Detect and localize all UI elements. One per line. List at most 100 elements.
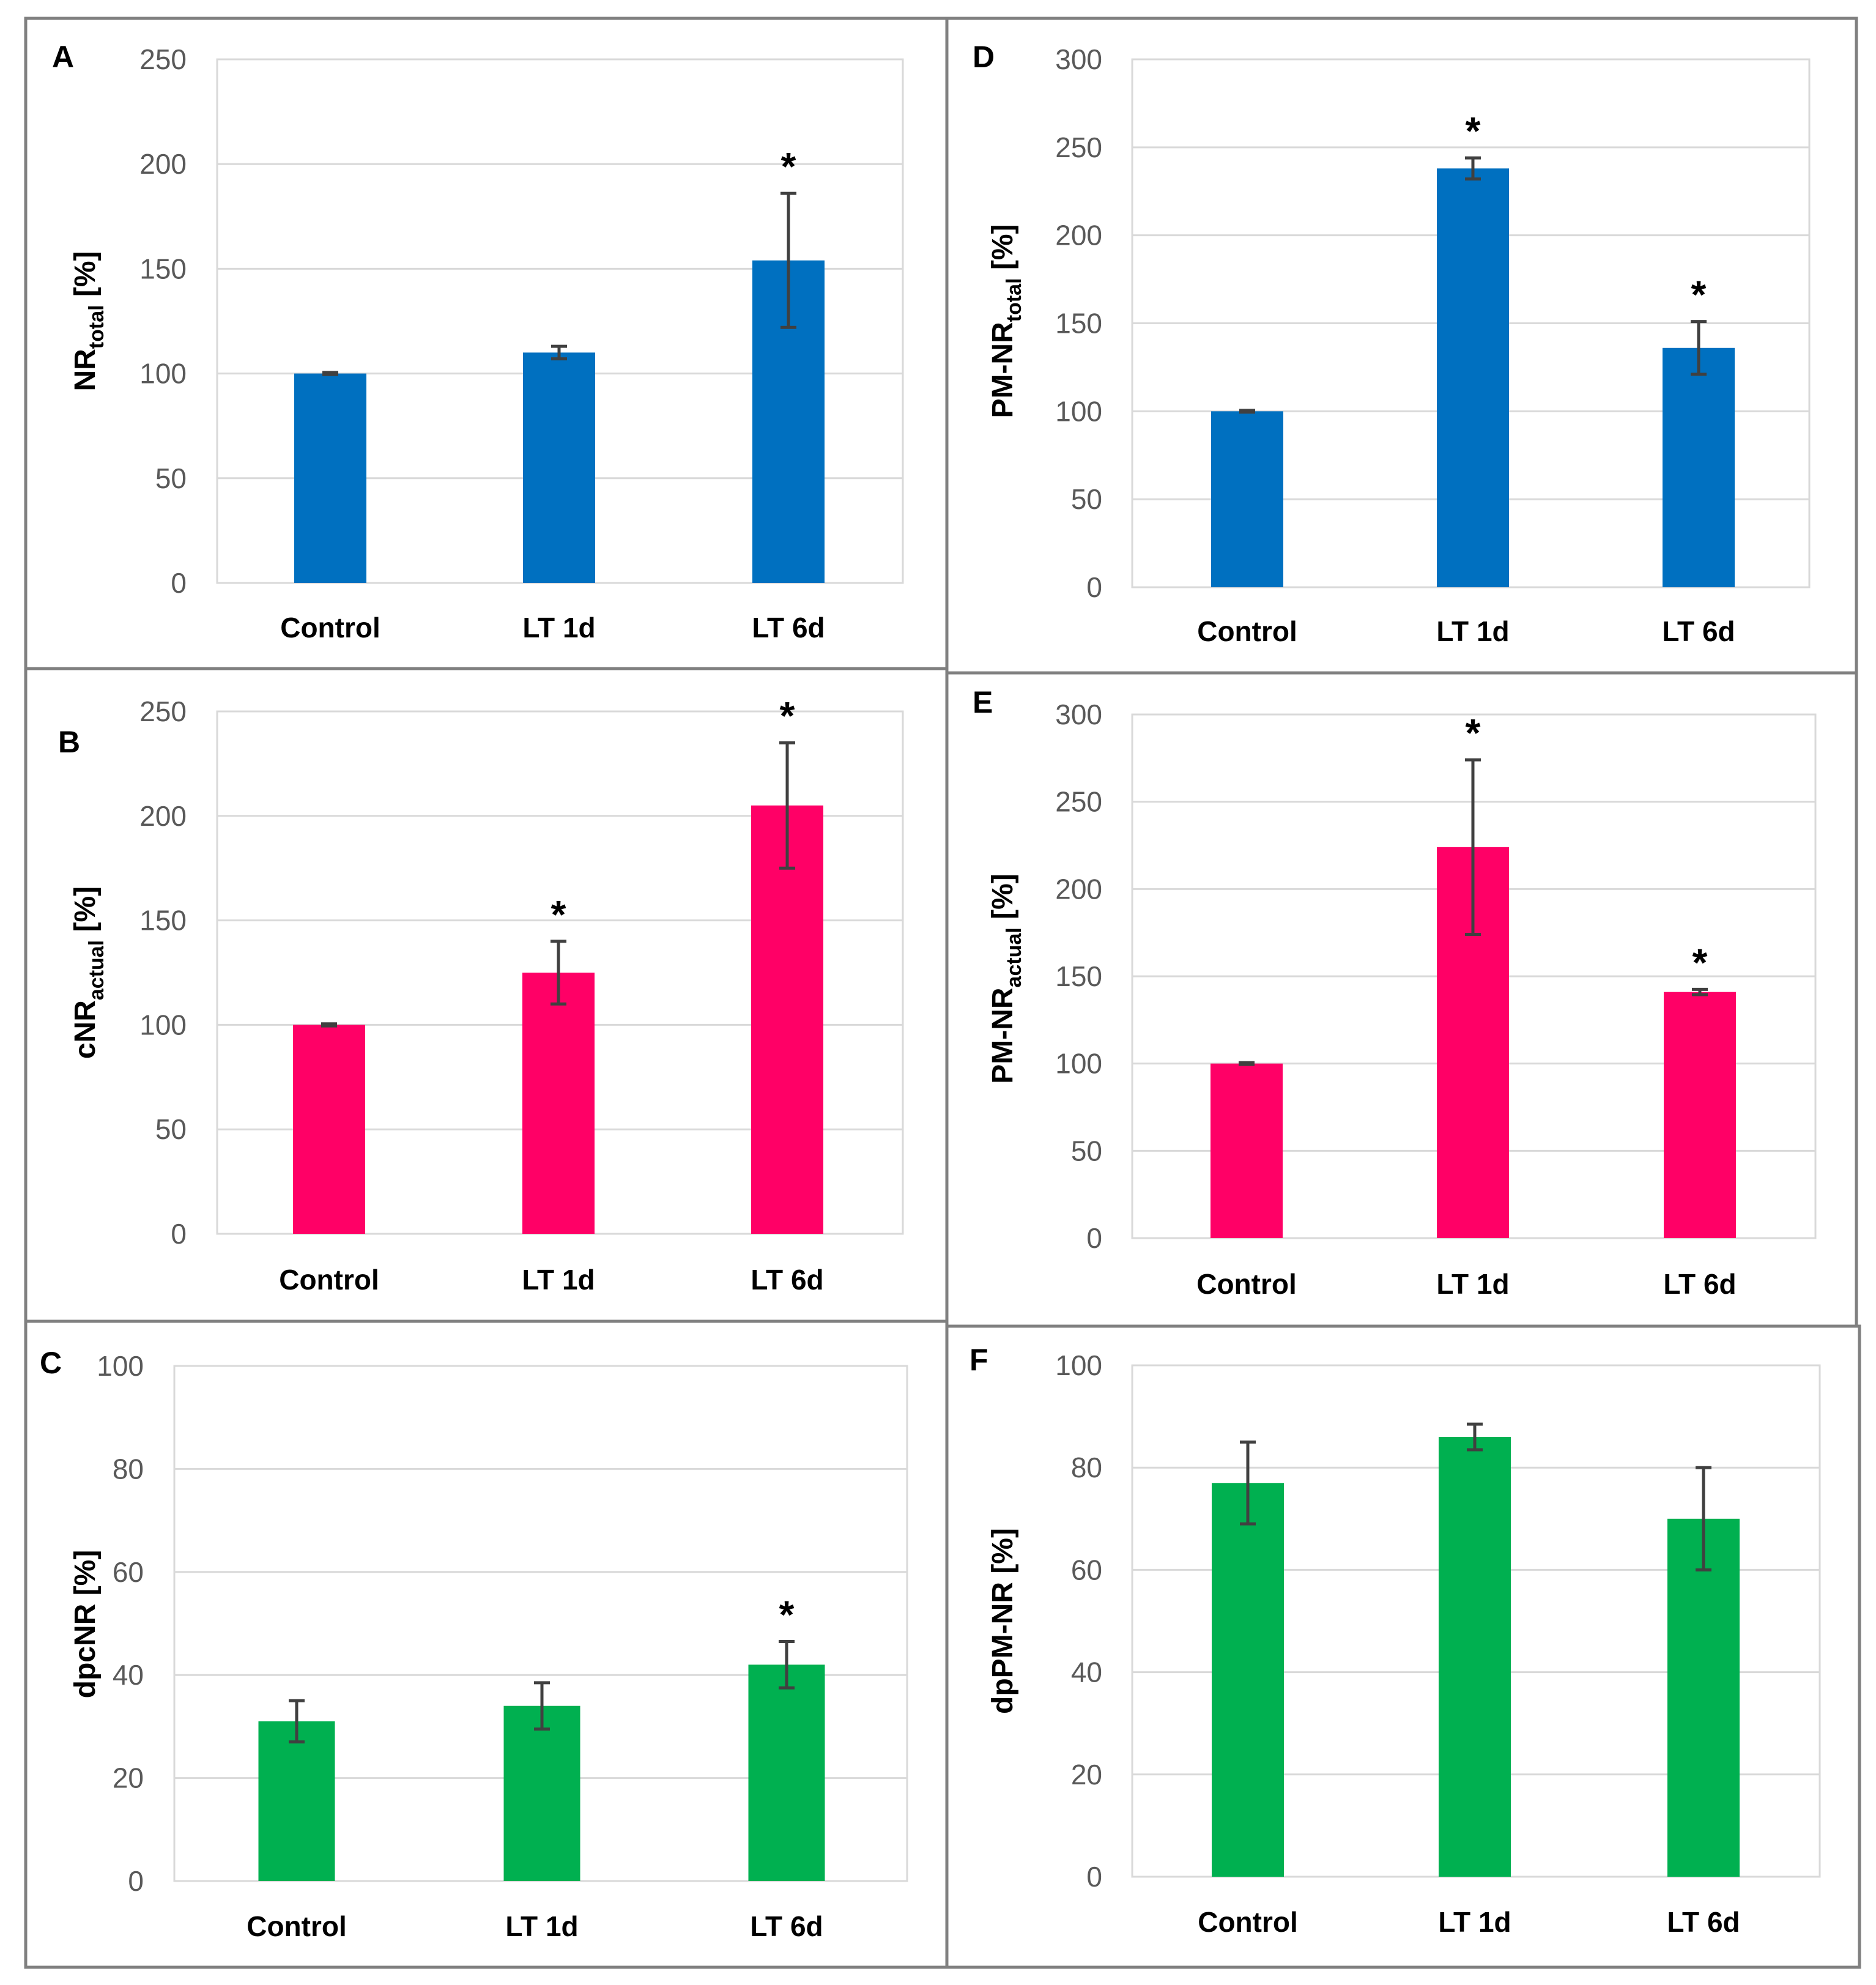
error-bar	[1240, 1440, 1256, 1526]
x-category-label: LT 1d	[1438, 1906, 1511, 1938]
x-category-label: LT 6d	[752, 612, 825, 644]
y-axis-label: cNRactual [%]	[69, 886, 108, 1059]
y-tick-label: 0	[171, 567, 187, 599]
y-tick-label: 50	[1071, 1135, 1102, 1167]
significance-marker: *	[1466, 711, 1481, 755]
y-axis-label-main: dpPM-NR	[987, 1582, 1019, 1714]
y-tick-label: 150	[1055, 308, 1102, 339]
panel-label: D	[973, 40, 995, 74]
x-category-label: LT 1d	[522, 1264, 595, 1296]
bar	[748, 1664, 825, 1881]
y-tick-label: 40	[113, 1659, 144, 1691]
y-tick-label: 0	[128, 1865, 144, 1897]
bar	[1663, 347, 1735, 587]
bar	[522, 973, 595, 1234]
bar	[1664, 992, 1736, 1238]
error-bar	[1239, 409, 1255, 414]
y-axis-label-unit: [%]	[69, 251, 102, 305]
x-category-label: Control	[1196, 1268, 1297, 1300]
panel-label: A	[52, 40, 74, 74]
y-axis-label-main: dpcNR	[69, 1604, 102, 1699]
x-category-label: LT 1d	[522, 612, 595, 644]
x-category-label: Control	[1197, 615, 1297, 647]
y-axis-label-subscript: total	[1003, 278, 1026, 322]
y-axis-label-main: NR	[69, 349, 102, 391]
y-tick-label: 20	[1071, 1759, 1102, 1790]
x-category-label: Control	[247, 1910, 347, 1942]
bar	[294, 373, 366, 583]
y-axis-label-subscript: total	[85, 305, 108, 349]
y-tick-label: 50	[155, 462, 187, 494]
error-bar	[1696, 1466, 1711, 1571]
y-tick-label: 300	[1055, 699, 1102, 730]
error-bar	[1691, 320, 1707, 376]
y-tick-label: 50	[1071, 483, 1102, 515]
y-tick-label: 150	[139, 905, 187, 937]
x-category-label: Control	[1198, 1906, 1298, 1938]
y-axis-label-main: cNR	[69, 1000, 102, 1059]
y-tick-label: 100	[1055, 1048, 1102, 1080]
x-category-label: Control	[279, 1264, 379, 1296]
error-bar	[1692, 987, 1708, 996]
y-tick-label: 250	[1055, 786, 1102, 818]
y-axis-label: PM-NRtotal [%]	[987, 224, 1026, 418]
y-tick-label: 40	[1071, 1657, 1102, 1688]
bar	[258, 1721, 335, 1881]
y-tick-label: 300	[1055, 43, 1102, 75]
y-tick-label: 200	[1055, 220, 1102, 251]
x-category-label: LT 1d	[1436, 1268, 1509, 1300]
error-bar	[779, 1639, 795, 1690]
error-bar	[551, 940, 566, 1006]
x-category-label: LT 6d	[750, 1910, 823, 1942]
panel-a: 0 50 100 150 200 250 Control LT 1d * LT 6d A NRtota…	[24, 17, 949, 670]
significance-marker: *	[1692, 940, 1708, 984]
panel-d: 0 50 100 150 200 250 300 Control * LT 1d * LT 6d D PM…	[945, 17, 1858, 675]
significance-marker: *	[1466, 109, 1481, 153]
y-tick-label: 80	[113, 1453, 144, 1485]
significance-marker: *	[779, 1592, 795, 1636]
error-bar	[1465, 758, 1481, 937]
panel-b: 0 50 100 150 200 250 Control * LT 1d * LT 6d BcNRac…	[24, 667, 949, 1323]
bar	[751, 805, 823, 1234]
y-tick-label: 200	[139, 148, 187, 180]
y-tick-label: 100	[1055, 1349, 1102, 1381]
error-bar	[779, 741, 795, 870]
bar	[503, 1705, 580, 1881]
y-tick-label: 0	[1086, 1861, 1102, 1893]
y-tick-label: 0	[171, 1218, 187, 1250]
error-bar	[289, 1699, 305, 1744]
significance-marker: *	[1691, 273, 1707, 317]
panel-label: B	[58, 725, 80, 759]
y-axis-label: dpcNR [%]	[69, 1550, 102, 1699]
panel-e: 0 50 100 150 200 250 300 Control * LT 1d * LT 6d E PM…	[945, 671, 1858, 1328]
error-bar	[322, 371, 338, 376]
y-tick-label: 60	[113, 1556, 144, 1588]
y-tick-label: 250	[139, 43, 187, 75]
x-category-label: LT 6d	[1667, 1906, 1740, 1938]
bar	[1437, 168, 1509, 587]
error-bar	[1465, 156, 1481, 181]
significance-marker: *	[551, 892, 566, 937]
x-category-label: LT 1d	[1436, 615, 1509, 647]
error-bar	[551, 344, 567, 361]
x-category-label: LT 6d	[1662, 615, 1735, 647]
y-axis-label-main: PM-NR	[987, 322, 1019, 418]
bar	[523, 352, 595, 583]
y-tick-label: 100	[139, 358, 187, 390]
bar	[1211, 1063, 1283, 1238]
bar	[293, 1025, 365, 1234]
panel-f-border	[945, 1324, 1861, 1969]
bar	[1212, 1483, 1284, 1877]
error-bar	[534, 1681, 550, 1731]
y-axis-label-unit: [%]	[69, 886, 102, 940]
error-bar	[1467, 1422, 1483, 1452]
y-axis-label: dpPM-NR [%]	[987, 1528, 1019, 1714]
significance-marker: *	[780, 694, 795, 738]
y-axis-label-main: PM-NR	[987, 987, 1019, 1083]
y-tick-label: 0	[1086, 1222, 1102, 1254]
y-axis-label-subscript: actual	[1003, 927, 1026, 987]
y-tick-label: 20	[113, 1762, 144, 1794]
bar	[1211, 411, 1283, 587]
y-tick-label: 200	[1055, 873, 1102, 905]
